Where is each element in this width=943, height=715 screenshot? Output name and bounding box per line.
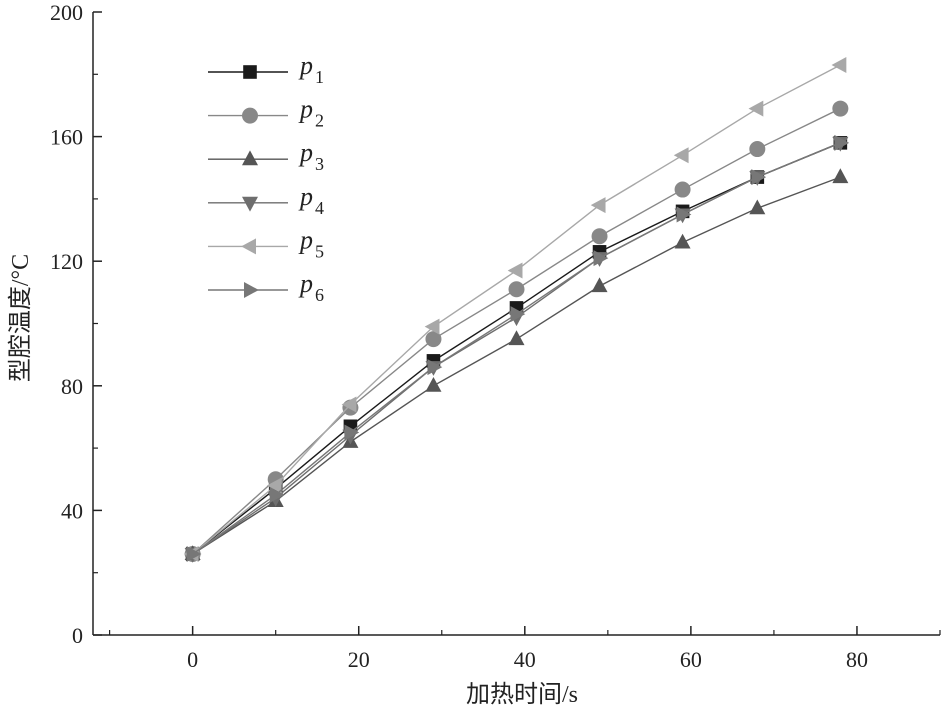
- legend-marker: [243, 65, 257, 79]
- data-point: [831, 56, 847, 73]
- ticks: 0 40 80 120 160 200 0 20 40 60 80: [50, 0, 941, 672]
- data-point: [676, 206, 692, 223]
- series-line: [192, 142, 841, 555]
- data-point: [591, 228, 608, 245]
- y-tick-label: 160: [50, 125, 83, 150]
- series-p6: [186, 134, 850, 563]
- x-tick-label: 20: [348, 647, 370, 672]
- data-point: [673, 147, 689, 164]
- legend-marker: [242, 196, 258, 212]
- x-tick-label: 40: [514, 647, 536, 672]
- series-p1: [185, 136, 848, 561]
- data-point: [749, 141, 766, 158]
- data-point: [751, 169, 767, 186]
- x-tick-label: 0: [187, 647, 198, 672]
- data-point: [749, 199, 766, 215]
- legend-marker: [242, 107, 258, 124]
- series-p4: [184, 136, 849, 563]
- data-point: [593, 250, 609, 267]
- data-point: [510, 306, 526, 323]
- legend: p 1 p 2 p 3 p 4 p 5 p 6: [208, 51, 324, 305]
- data-point: [424, 318, 440, 335]
- x-tick-label: 60: [680, 647, 702, 672]
- data-point: [674, 181, 691, 198]
- data-point: [341, 396, 357, 413]
- series-p5: [183, 56, 847, 563]
- data-point: [266, 477, 282, 494]
- data-point: [269, 486, 285, 503]
- data-point: [508, 330, 525, 346]
- data-point: [507, 262, 523, 279]
- data-point: [425, 331, 442, 348]
- y-tick-label: 0: [72, 623, 83, 648]
- data-point: [186, 546, 202, 563]
- y-tick-label: 40: [61, 498, 83, 523]
- legend-marker: [244, 282, 259, 298]
- data-point: [344, 424, 360, 441]
- series-p3: [184, 168, 849, 561]
- series-line: [192, 176, 841, 555]
- data-point: [425, 377, 442, 392]
- data-point: [674, 233, 691, 249]
- data-point: [591, 277, 608, 293]
- x-tick-label: 80: [846, 647, 868, 672]
- data-point: [590, 197, 606, 214]
- data-point: [748, 100, 764, 117]
- legend-marker: [242, 150, 258, 166]
- series-line: [192, 142, 841, 555]
- data-point: [832, 100, 849, 117]
- series-line: [192, 142, 841, 555]
- x-axis-label: 加热时间/s: [466, 681, 578, 708]
- legend-marker: [241, 238, 256, 255]
- data-point: [427, 359, 443, 376]
- y-tick-label: 120: [50, 249, 83, 274]
- y-tick-label: 80: [61, 374, 83, 399]
- series-group: [183, 56, 850, 563]
- data-point: [834, 134, 850, 151]
- data-point: [832, 168, 849, 184]
- data-point: [508, 281, 525, 298]
- y-tick-label: 200: [50, 0, 83, 25]
- y-axis-label: 型腔温度/°C: [7, 254, 34, 382]
